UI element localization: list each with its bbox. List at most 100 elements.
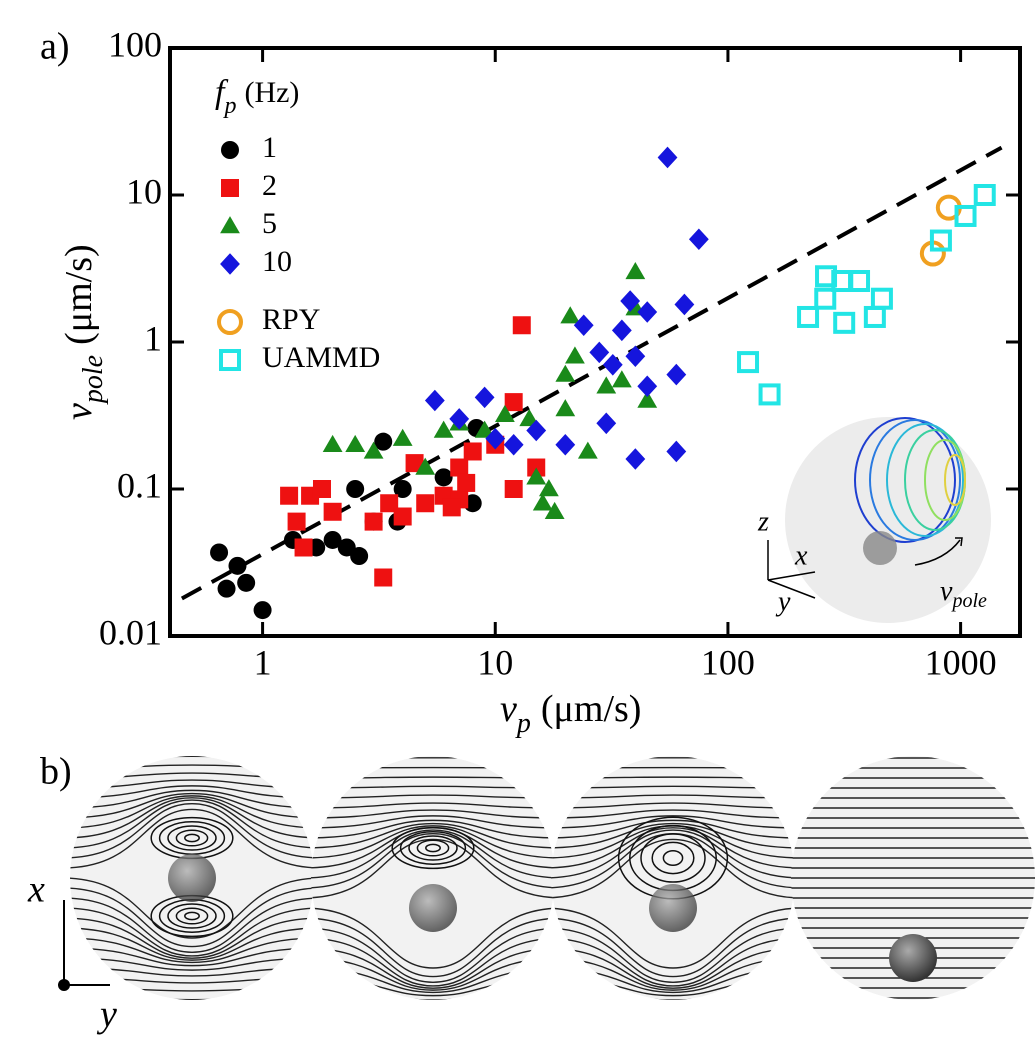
- point: [797, 305, 820, 328]
- streamline: [70, 947, 314, 967]
- streamline: [311, 833, 555, 889]
- point: [577, 441, 598, 459]
- point: [374, 432, 393, 451]
- point: [848, 269, 871, 292]
- legend-marker: [217, 309, 243, 335]
- point: [565, 346, 585, 364]
- point: [442, 498, 461, 517]
- streamline: [311, 937, 555, 987]
- inset-sphere: [785, 417, 991, 623]
- point: [602, 353, 623, 376]
- y-tick-label: 100: [108, 24, 162, 64]
- sphere: [168, 854, 216, 902]
- sphere: [409, 884, 457, 932]
- y-tick-label: 0.1: [117, 465, 162, 505]
- streamline-panel: [551, 756, 795, 1000]
- point: [870, 287, 893, 310]
- streamline-panel: [70, 756, 314, 1000]
- streamline: [70, 897, 314, 953]
- point: [392, 428, 413, 446]
- fit-line: [180, 145, 1003, 601]
- vortex: [167, 903, 217, 929]
- streamline: [70, 917, 314, 959]
- point: [674, 293, 695, 316]
- inset: z x y vpole: [757, 417, 991, 623]
- legend-marker: [220, 216, 240, 234]
- point: [237, 573, 256, 592]
- panel-b-x: x: [27, 869, 45, 911]
- streamline: [311, 802, 555, 809]
- streamline: [311, 809, 555, 819]
- panel-label: a): [40, 26, 70, 68]
- point: [463, 442, 482, 461]
- point: [620, 290, 641, 312]
- point: [405, 454, 424, 473]
- point: [457, 473, 476, 492]
- streamline: [311, 815, 555, 829]
- streamline: [551, 809, 795, 819]
- point: [434, 468, 453, 487]
- streamline: [311, 927, 555, 983]
- point: [350, 547, 369, 566]
- vortex: [167, 825, 217, 851]
- inset-arrow: [914, 539, 961, 566]
- streamline: [311, 794, 555, 799]
- inset-v-sub: pole: [950, 590, 987, 612]
- streamline: [70, 795, 314, 829]
- point: [637, 301, 658, 323]
- point: [504, 480, 523, 498]
- point: [637, 390, 658, 408]
- y-axis-label: vpole (μm/s): [58, 244, 110, 420]
- point: [253, 601, 272, 620]
- y-tick-label: 10: [126, 171, 162, 211]
- streamline: [311, 822, 555, 849]
- streamline: [551, 822, 795, 849]
- point: [611, 370, 632, 388]
- streamline: [551, 815, 795, 829]
- streamline: [70, 799, 314, 849]
- x-axis-label: vp (μm/s): [500, 688, 641, 740]
- point: [450, 458, 469, 477]
- point: [833, 311, 856, 334]
- point: [363, 441, 384, 459]
- streamline: [551, 785, 795, 789]
- point: [573, 314, 594, 337]
- panel-b-y: y: [96, 994, 117, 1036]
- point: [294, 538, 313, 557]
- streamline: [551, 794, 795, 799]
- inset-v-symbol: v: [940, 576, 953, 607]
- inset-particle: [863, 531, 897, 565]
- vortex: [425, 843, 441, 853]
- streamline: [311, 967, 555, 994]
- sphere: [889, 934, 937, 982]
- streamline: [551, 967, 795, 994]
- point: [512, 316, 531, 335]
- point: [596, 412, 617, 435]
- x-tick-label: 100: [701, 642, 755, 682]
- legend-label: 5: [262, 207, 277, 240]
- point: [485, 427, 506, 450]
- vortex: [416, 839, 450, 857]
- panel-label: b): [40, 751, 72, 793]
- point: [280, 486, 299, 505]
- point: [929, 229, 952, 252]
- point: [503, 433, 524, 456]
- streamline-panel: [791, 756, 1035, 1000]
- streamline-panels: [70, 756, 1035, 1000]
- panel-b-origin: [58, 979, 70, 991]
- point: [555, 364, 576, 382]
- point: [474, 386, 495, 409]
- point: [625, 345, 646, 368]
- inset-x: x: [794, 540, 808, 571]
- point: [393, 480, 412, 498]
- y-label-unit: (μm/s): [58, 244, 100, 345]
- streamline: [551, 829, 795, 879]
- streamline: [311, 819, 555, 839]
- point: [494, 404, 515, 422]
- point: [954, 204, 977, 227]
- point: [589, 341, 610, 364]
- y-tick-label: 1: [144, 318, 162, 358]
- point: [474, 420, 495, 438]
- y-label-sub: pole: [78, 355, 109, 405]
